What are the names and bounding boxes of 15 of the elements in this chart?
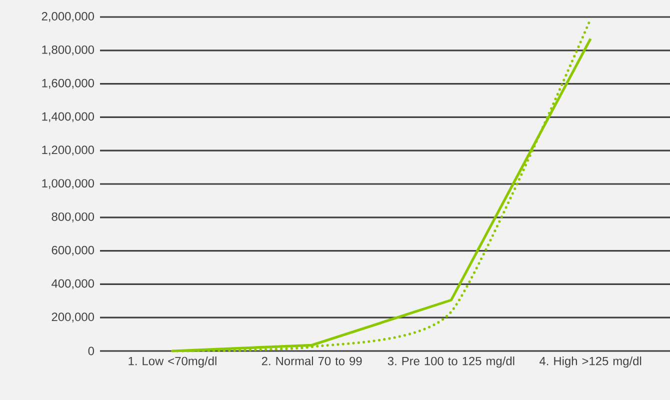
y-tick-label: 1,400,000 — [42, 112, 94, 122]
x-tick-label: 2. Normal 70 to 99 — [262, 356, 362, 366]
y-tick-label: 1,800,000 — [42, 45, 94, 56]
y-tick-label: 1,200,000 — [42, 146, 94, 156]
y-tick-label: 400,000 — [52, 279, 94, 290]
y-tick-label: 2,000,000 — [42, 12, 94, 22]
x-tick-label: 1. Low <70mg/dl — [128, 356, 216, 368]
y-tick-label: 1,000,000 — [42, 179, 94, 189]
y-tick-label: 200,000 — [52, 312, 94, 323]
y-tick-label: 1,600,000 — [42, 78, 94, 89]
y-tick-label: 600,000 — [52, 246, 94, 256]
y-tick-label: 0 — [88, 346, 94, 356]
x-tick-label: 4. High >125 mg/dl — [540, 356, 642, 368]
x-tick-label: 3. Pre 100 to 125 mg/dl — [388, 356, 514, 368]
y-tick-label: 800,000 — [52, 212, 94, 222]
